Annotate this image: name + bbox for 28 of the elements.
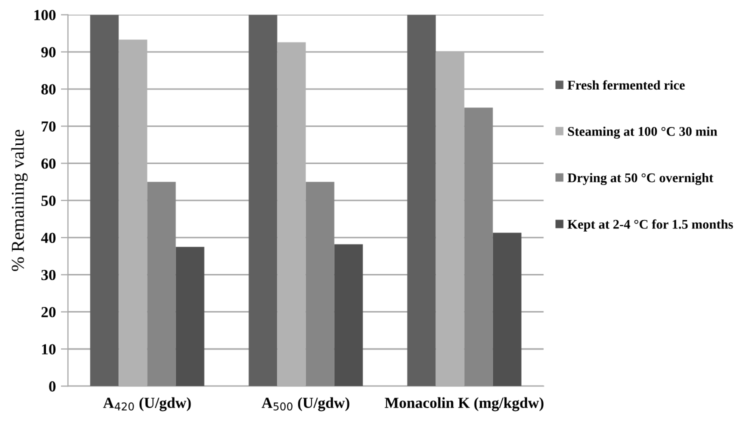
y-axis-title: % Remaining value [11, 130, 28, 272]
bar [334, 244, 363, 386]
legend-label: Kept at 2-4 °C for 1.5 months [568, 219, 733, 232]
y-tick-label: 100 [34, 10, 56, 20]
y-tick-label: 80 [41, 84, 56, 94]
y-tick-label: 10 [42, 344, 56, 354]
bar [176, 246, 204, 386]
y-tick-label: 50 [41, 196, 56, 206]
x-tick-label: A$_{420}$ (U/gdw) [103, 397, 191, 412]
y-tick-label: 90 [41, 47, 56, 58]
y-tick-label: 60 [41, 158, 56, 169]
y-tick-label: 0 [49, 381, 56, 392]
legend-label: Fresh fermented rice [568, 80, 685, 90]
bar [147, 182, 176, 386]
bar [407, 14, 436, 386]
x-tick-label: A$_{500}$ (U/gdw) [262, 397, 350, 412]
bar [492, 232, 522, 386]
bar [248, 14, 278, 386]
legend-label: Drying at 50 °C overnight [568, 172, 714, 186]
bar [306, 182, 334, 386]
y-tick-label: 70 [42, 121, 56, 132]
bar [464, 108, 493, 386]
x-tick-label: Monacolin K (mg/kgdw) [384, 397, 544, 412]
bar [90, 14, 119, 386]
y-tick-label: 20 [42, 307, 56, 318]
y-tick-label: 30 [41, 270, 56, 280]
y-tick-label: 40 [41, 232, 56, 244]
legend-label: Steaming at 100 °C 30 min [568, 126, 718, 139]
